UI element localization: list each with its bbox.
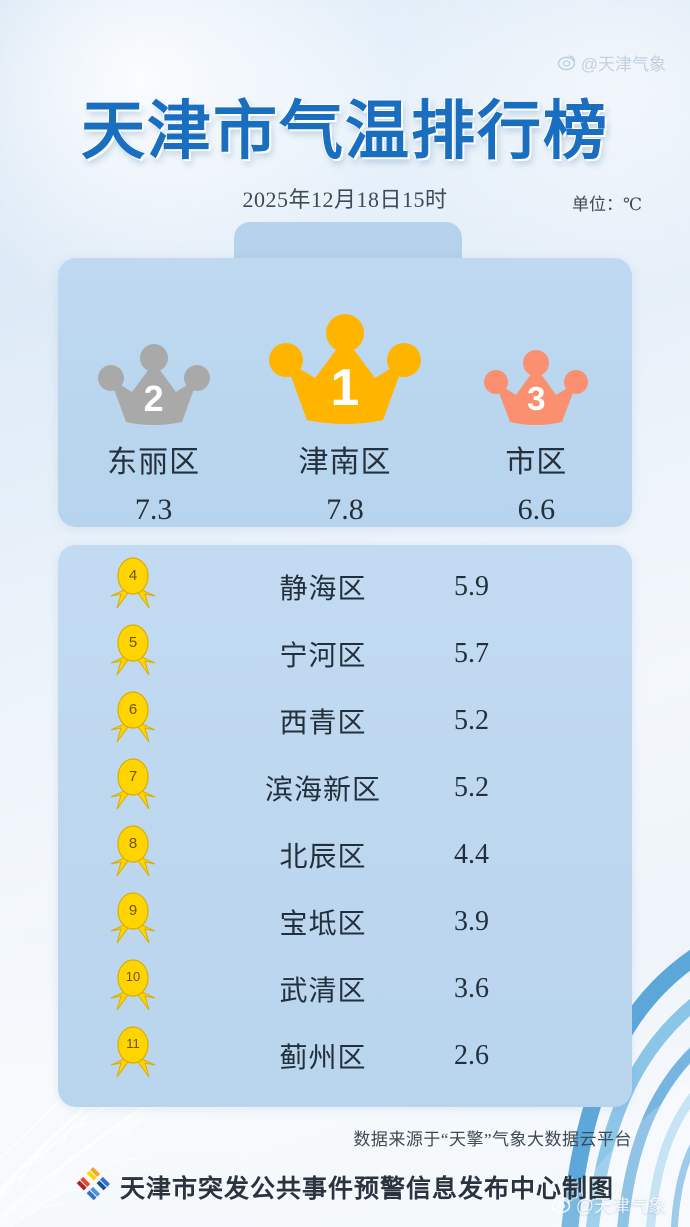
medal-ribbon-icon: 7 — [109, 757, 157, 818]
medal-cell: 6 — [58, 690, 208, 751]
temperature-value: 4.4 — [454, 838, 489, 870]
medal-rank-number: 6 — [128, 701, 138, 718]
podium-temperature: 7.8 — [326, 493, 364, 526]
medal-rank-number: 10 — [125, 969, 141, 984]
district-name: 滨海新区 — [264, 774, 381, 806]
podium-temperature: 7.3 — [134, 493, 173, 526]
medal-rank-number: 7 — [128, 768, 138, 785]
table-row[interactable]: 11 蓟州区 2.6 — [58, 1022, 632, 1089]
temperature-value: 5.2 — [454, 704, 489, 736]
district-name: 静海区 — [279, 573, 367, 605]
medal-ribbon-icon: 10 — [109, 958, 157, 1019]
podium-temperature: 6.6 — [517, 493, 556, 526]
table-row[interactable]: 6 西青区 5.2 — [58, 687, 632, 754]
medal-cell: 8 — [58, 824, 208, 885]
podium-item-rank-1[interactable]: 1 津南区 7.8 — [249, 258, 440, 527]
podium-rank-number: 3 — [527, 380, 546, 417]
district-name: 蓟州区 — [279, 1042, 367, 1074]
podium-district-name: 市区 — [505, 446, 568, 479]
temperature-value: 2.6 — [454, 1039, 489, 1071]
district-name: 武清区 — [279, 975, 367, 1007]
medal-ribbon-icon: 4 — [109, 556, 157, 617]
unit-label: 单位：℃ — [571, 195, 642, 214]
medal-cell: 11 — [58, 1025, 208, 1086]
district-name: 宝坻区 — [279, 908, 367, 940]
watermark-top: @天津气象 — [557, 50, 666, 75]
district-name: 北辰区 — [279, 841, 367, 873]
credit-line: 天津市突发公共事件预警信息发布中心制图 — [0, 1167, 690, 1206]
credit-text: 天津市突发公共事件预警信息发布中心制图 — [119, 1175, 614, 1203]
temperature-value: 3.6 — [454, 972, 489, 1004]
district-name: 西青区 — [279, 707, 367, 739]
medal-ribbon-icon: 5 — [109, 623, 157, 684]
medal-ribbon-icon: 6 — [109, 690, 157, 751]
table-row[interactable]: 5 宁河区 5.7 — [58, 620, 632, 687]
medal-cell: 10 — [58, 958, 208, 1019]
temperature-value: 5.2 — [454, 771, 489, 803]
watermark-top-text: @天津气象 — [580, 55, 666, 74]
temperature-value: 3.9 — [454, 905, 489, 937]
medal-rank-number: 5 — [128, 634, 138, 651]
podium-rank-number: 1 — [330, 359, 360, 417]
page-title: 天津市气温排行榜 — [81, 94, 609, 169]
crown-silver-icon: 2 — [97, 338, 210, 435]
temperature-value: 5.7 — [454, 637, 489, 669]
medal-rank-number: 9 — [128, 902, 138, 919]
table-row[interactable]: 4 静海区 5.9 — [58, 553, 632, 620]
medal-cell: 4 — [58, 556, 208, 617]
district-name: 宁河区 — [279, 640, 367, 672]
table-row[interactable]: 9 宝坻区 3.9 — [58, 888, 632, 955]
report-datetime: 2025年12月18日15时 — [242, 187, 448, 212]
medal-rank-number: 4 — [128, 567, 138, 584]
podium-district-name: 东丽区 — [107, 446, 201, 479]
medal-ribbon-icon: 11 — [109, 1025, 157, 1086]
crown-bronze-icon: 3 — [484, 344, 589, 435]
weibo-icon — [557, 55, 575, 71]
ranking-list-card: 4 静海区 5.9 5 宁河区 5.7 — [58, 545, 632, 1107]
medal-cell: 7 — [58, 757, 208, 818]
podium-rank-number: 2 — [143, 378, 164, 419]
medal-cell: 5 — [58, 623, 208, 684]
table-row[interactable]: 10 武清区 3.6 — [58, 955, 632, 1022]
agency-logo-icon — [76, 1167, 110, 1206]
table-row[interactable]: 8 北辰区 4.4 — [58, 821, 632, 888]
medal-rank-number: 11 — [126, 1036, 140, 1051]
medal-cell: 9 — [58, 891, 208, 952]
temperature-value: 5.9 — [454, 570, 489, 602]
podium-section: 2 东丽区 7.3 — [58, 222, 632, 527]
data-source-note: 数据来源于“天擎”气象大数据云平台 — [353, 1130, 632, 1149]
crown-gold-icon: 1 — [268, 306, 421, 435]
medal-ribbon-icon: 9 — [109, 891, 157, 952]
podium-item-rank-3[interactable]: 3 市区 6.6 — [441, 258, 632, 527]
podium-item-rank-2[interactable]: 2 东丽区 7.3 — [58, 258, 249, 527]
podium-card: 2 东丽区 7.3 — [58, 258, 632, 527]
podium-district-name: 津南区 — [298, 446, 392, 479]
table-row[interactable]: 7 滨海新区 5.2 — [58, 754, 632, 821]
medal-ribbon-icon: 8 — [109, 824, 157, 885]
medal-rank-number: 8 — [128, 835, 138, 852]
